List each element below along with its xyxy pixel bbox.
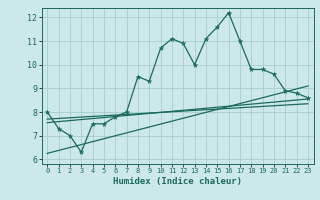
X-axis label: Humidex (Indice chaleur): Humidex (Indice chaleur) — [113, 177, 242, 186]
